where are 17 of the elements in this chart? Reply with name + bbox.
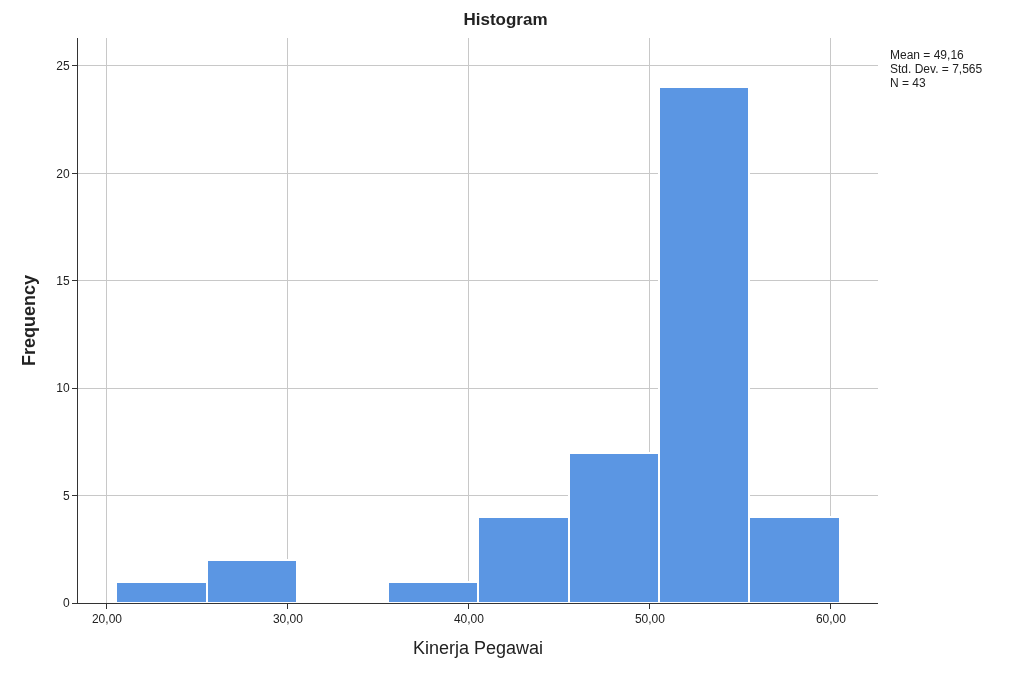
chart-title: Histogram xyxy=(463,9,548,29)
x-tick-label: 20,00 xyxy=(91,612,123,627)
text: Mean = 49,16 xyxy=(890,48,965,62)
text: N = 43 xyxy=(890,76,927,90)
x-tick-label: 60,00 xyxy=(815,612,847,627)
x-axis-title: Kinerja Pegawai xyxy=(412,637,544,658)
y-tick-label: 25 xyxy=(56,59,70,74)
y-tick-label: 15 xyxy=(56,273,70,288)
x-tick-label: 50,00 xyxy=(634,612,666,627)
text: Std. Dev. = 7,565 xyxy=(890,62,983,76)
y-tick-label: 20 xyxy=(56,166,70,181)
x-tick-label: 40,00 xyxy=(453,612,485,627)
y-axis-title: Frequency xyxy=(19,274,40,367)
y-tick-label: 5 xyxy=(62,488,70,503)
y-tick-label: 0 xyxy=(62,596,70,611)
x-tick-label: 30,00 xyxy=(272,612,304,627)
y-tick-label: 10 xyxy=(56,381,70,396)
